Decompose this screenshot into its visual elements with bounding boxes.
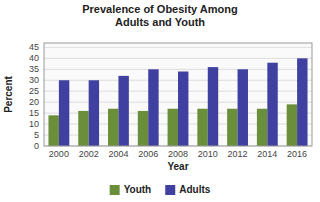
bar [48, 115, 58, 146]
legend-label: Youth [124, 184, 152, 195]
y-tick-label: 10 [29, 119, 39, 129]
grid-line [44, 47, 312, 48]
bar [238, 69, 248, 146]
x-tick-label: 2008 [168, 149, 188, 159]
bar [297, 58, 307, 146]
plot-frame [44, 43, 312, 146]
bar [208, 67, 218, 146]
chart: Prevalence of Obesity AmongAdults and Yo… [0, 0, 320, 202]
y-tick-label: 30 [29, 75, 39, 85]
bar [108, 109, 118, 146]
x-tick-label: 2002 [79, 149, 99, 159]
x-tick-label: 2000 [49, 149, 69, 159]
bar [89, 80, 99, 146]
x-tick-label: 2014 [257, 149, 277, 159]
bar [168, 109, 178, 146]
bar [257, 109, 267, 146]
legend: Youth Adults [110, 184, 211, 195]
title-line: Adults and Youth [115, 16, 205, 28]
bar [78, 111, 88, 146]
x-axis-label: Year [167, 161, 188, 172]
y-tick-label: 25 [29, 86, 39, 96]
bar [59, 80, 69, 146]
legend-swatch [165, 185, 175, 195]
title: Prevalence of Obesity AmongAdults and Yo… [82, 3, 237, 28]
bar [138, 111, 148, 146]
bar [178, 71, 188, 146]
bar [197, 109, 207, 146]
x-tick-label: 2016 [287, 149, 307, 159]
x-tick-label: 2012 [228, 149, 248, 159]
grid-line [44, 58, 312, 59]
y-tick-label: 20 [29, 97, 39, 107]
y-tick-label: 40 [29, 53, 39, 63]
x-tick-label: 2006 [138, 149, 158, 159]
bar [148, 69, 158, 146]
y-tick-label: 15 [29, 108, 39, 118]
x-tick-label: 2004 [108, 149, 128, 159]
y-tick-label: 5 [34, 130, 39, 140]
legend-label: Adults [179, 184, 211, 195]
bars [48, 58, 307, 146]
bar [267, 63, 277, 146]
y-tick-label: 0 [34, 141, 39, 151]
title-line: Prevalence of Obesity Among [82, 3, 237, 15]
bar [287, 104, 297, 146]
y-tick-label: 35 [29, 64, 39, 74]
y-axis-label: Percent [3, 75, 14, 112]
bar [227, 109, 237, 146]
bar [118, 76, 128, 146]
plot-area [44, 43, 312, 146]
x-tick-label: 2010 [198, 149, 218, 159]
legend-swatch [110, 185, 120, 195]
y-tick-label: 45 [29, 42, 39, 52]
